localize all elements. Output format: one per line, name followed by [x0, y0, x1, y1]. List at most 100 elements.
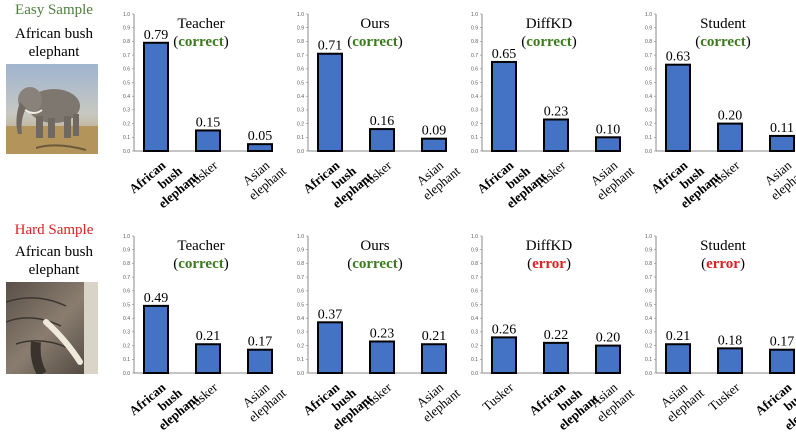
- chart-hard-ours-ytick-label: 0.7: [297, 275, 304, 281]
- chart-easy-diffkd-category-label-line: Tusker: [531, 157, 568, 192]
- chart-hard-diffkd-bar: [491, 336, 517, 374]
- chart-easy-student-value-label: 0.63: [666, 50, 691, 65]
- chart-easy-teacher-value-label: 0.15: [196, 115, 221, 130]
- chart-easy-ours: 0.0 0.1 0.2 0.3 0.4 0.5 0.6 0.7 0.8 0.9 1.0 Ours (co…: [297, 12, 463, 211]
- chart-easy-student-verdict-paren-open: (: [695, 34, 700, 50]
- chart-hard-ours-ytick-label: 0.3: [297, 330, 304, 336]
- chart-easy-student-category-label-line: Tusker: [705, 157, 742, 192]
- chart-easy-teacher-ytick-label: 1.0: [123, 12, 130, 18]
- chart-easy-diffkd-verdict-paren-open: (: [521, 34, 526, 50]
- chart-easy-teacher-ytick-label: 0.7: [123, 53, 130, 59]
- chart-easy-teacher-ytick-label: 0.9: [123, 26, 130, 32]
- chart-easy-diffkd-bar: [543, 118, 569, 152]
- chart-hard-ours-value-label: 0.37: [318, 307, 343, 322]
- chart-hard-diffkd-bar: [543, 341, 569, 374]
- chart-hard-teacher-ytick-label: 0.8: [123, 261, 130, 267]
- chart-easy-ours-category-label: Tusker: [357, 157, 394, 192]
- chart-hard-ours-bar: [317, 321, 343, 374]
- chart-hard-ours-ytick-label: 0.2: [297, 343, 304, 349]
- chart-easy-ours-verdict-word: correct: [352, 34, 398, 50]
- chart-easy-teacher-bar: [247, 143, 273, 152]
- chart-hard-diffkd-ytick-label: 0.9: [471, 248, 478, 254]
- chart-hard-student-value-label: 0.17: [770, 335, 795, 350]
- chart-easy-ours-ytick-label: 0.7: [297, 53, 304, 59]
- chart-easy-student-category-label: Tusker: [705, 157, 742, 192]
- chart-easy-diffkd-ytick-label: 1.0: [471, 12, 478, 18]
- chart-hard-teacher-verdict: (correct): [173, 256, 229, 272]
- chart-hard-student-bar: [665, 343, 691, 375]
- chart-hard-diffkd-ytick-label: 0.3: [471, 330, 478, 336]
- easy-sample-label-line2: elephant: [28, 44, 80, 60]
- chart-hard-ours-ytick-label: 0.9: [297, 248, 304, 254]
- chart-hard-ours-value-label: 0.21: [422, 329, 447, 344]
- hard-sample-tag: Hard Sample: [14, 222, 94, 238]
- chart-hard-student-ytick-label: 0.5: [645, 302, 652, 308]
- chart-easy-student-ytick-label: 0.5: [645, 80, 652, 86]
- chart-hard-teacher-value-label: 0.49: [144, 291, 169, 306]
- chart-hard-student-ytick-label: 0.9: [645, 248, 652, 254]
- chart-hard-diffkd-value-label: 0.22: [544, 328, 569, 343]
- elephant-closeup-photo-icon: [6, 282, 98, 374]
- chart-easy-student-value-label: 0.20: [718, 109, 743, 124]
- chart-easy-ours-ytick-label: 0.2: [297, 121, 304, 127]
- chart-hard-student-ytick-label: 0.8: [645, 261, 652, 267]
- chart-hard-teacher-bar: [143, 304, 169, 374]
- chart-hard-student-bar: [769, 348, 795, 374]
- chart-hard-diffkd-verdict-paren-close: ): [566, 256, 571, 272]
- chart-easy-diffkd-ytick-label: 0.1: [471, 135, 478, 141]
- chart-hard-student-ytick-label: 0.2: [645, 343, 652, 349]
- chart-hard-diffkd-ytick-label: 0.5: [471, 302, 478, 308]
- chart-hard-teacher-ytick-label: 0.2: [123, 343, 130, 349]
- chart-hard-diffkd-ytick-label: 0.4: [471, 316, 478, 322]
- hard-sample-header: Hard Sample African bush elephant: [0, 222, 108, 279]
- chart-easy-diffkd-verdict-word: correct: [526, 34, 572, 50]
- chart-easy-student-bar: [769, 134, 795, 152]
- chart-hard-student-bar: [717, 347, 743, 374]
- chart-hard-student-ytick-label: 0.0: [645, 371, 652, 377]
- chart-easy-ours-ytick-label: 0.9: [297, 26, 304, 32]
- chart-easy-ours-ytick-label: 0.8: [297, 39, 304, 45]
- chart-easy-teacher-ytick-label: 0.6: [123, 67, 130, 73]
- chart-hard-student: 0.0 0.1 0.2 0.3 0.4 0.5 0.6 0.7 0.8 0.9 1.0 Student…: [645, 234, 796, 433]
- chart-hard-teacher-ytick-label: 0.6: [123, 289, 130, 295]
- chart-hard-ours-ytick-label: 0.5: [297, 302, 304, 308]
- chart-hard-student-category-label: Tusker: [705, 379, 742, 414]
- chart-easy-diffkd-title: DiffKD: [526, 16, 573, 32]
- chart-hard-teacher: 0.0 0.1 0.2 0.3 0.4 0.5 0.6 0.7 0.8 0.9 1.0 Teacher…: [123, 234, 289, 433]
- chart-hard-teacher-value-label: 0.21: [196, 329, 221, 344]
- chart-easy-diffkd-ytick-label: 0.3: [471, 108, 478, 114]
- chart-easy-diffkd-ytick-label: 0.2: [471, 121, 478, 127]
- chart-easy-teacher-title: Teacher: [177, 16, 224, 32]
- chart-easy-ours-verdict: (correct): [347, 34, 403, 50]
- chart-easy-teacher-ytick-label: 0.8: [123, 39, 130, 45]
- chart-easy-diffkd-ytick-label: 0.7: [471, 53, 478, 59]
- chart-easy-student-verdict: (correct): [695, 34, 751, 50]
- chart-easy-student-ytick-label: 0.9: [645, 26, 652, 32]
- chart-easy-teacher-verdict-paren-close: ): [224, 34, 229, 50]
- chart-easy-ours-ytick-label: 0.1: [297, 135, 304, 141]
- chart-easy-ours-bar: [421, 137, 447, 152]
- chart-hard-teacher-ytick-label: 0.9: [123, 248, 130, 254]
- chart-easy-student-ytick-label: 0.3: [645, 108, 652, 114]
- chart-hard-diffkd-category-label-line: Tusker: [479, 379, 516, 414]
- chart-easy-student-ytick-label: 0.6: [645, 67, 652, 73]
- chart-hard-ours-verdict-word: correct: [352, 256, 398, 272]
- chart-hard-ours-ytick-label: 0.6: [297, 289, 304, 295]
- chart-hard-student-title: Student: [700, 238, 747, 254]
- chart-easy-teacher-category-label: Tusker: [183, 157, 220, 192]
- chart-easy-teacher-ytick-label: 0.5: [123, 80, 130, 86]
- chart-hard-teacher-category-label: Tusker: [183, 379, 220, 414]
- chart-easy-student-ytick-label: 0.2: [645, 121, 652, 127]
- chart-hard-diffkd-value-label: 0.26: [492, 322, 517, 337]
- chart-hard-student-ytick-label: 0.7: [645, 275, 652, 281]
- chart-easy-student-ytick-label: 1.0: [645, 12, 652, 18]
- chart-hard-teacher-bar: [195, 343, 221, 375]
- chart-easy-diffkd-value-label: 0.10: [596, 122, 621, 137]
- chart-hard-diffkd-value-label: 0.20: [596, 331, 621, 346]
- chart-hard-student-verdict-paren-close: ): [740, 256, 745, 272]
- chart-easy-student-ytick-label: 0.8: [645, 39, 652, 45]
- chart-hard-teacher-verdict-paren-close: ): [224, 256, 229, 272]
